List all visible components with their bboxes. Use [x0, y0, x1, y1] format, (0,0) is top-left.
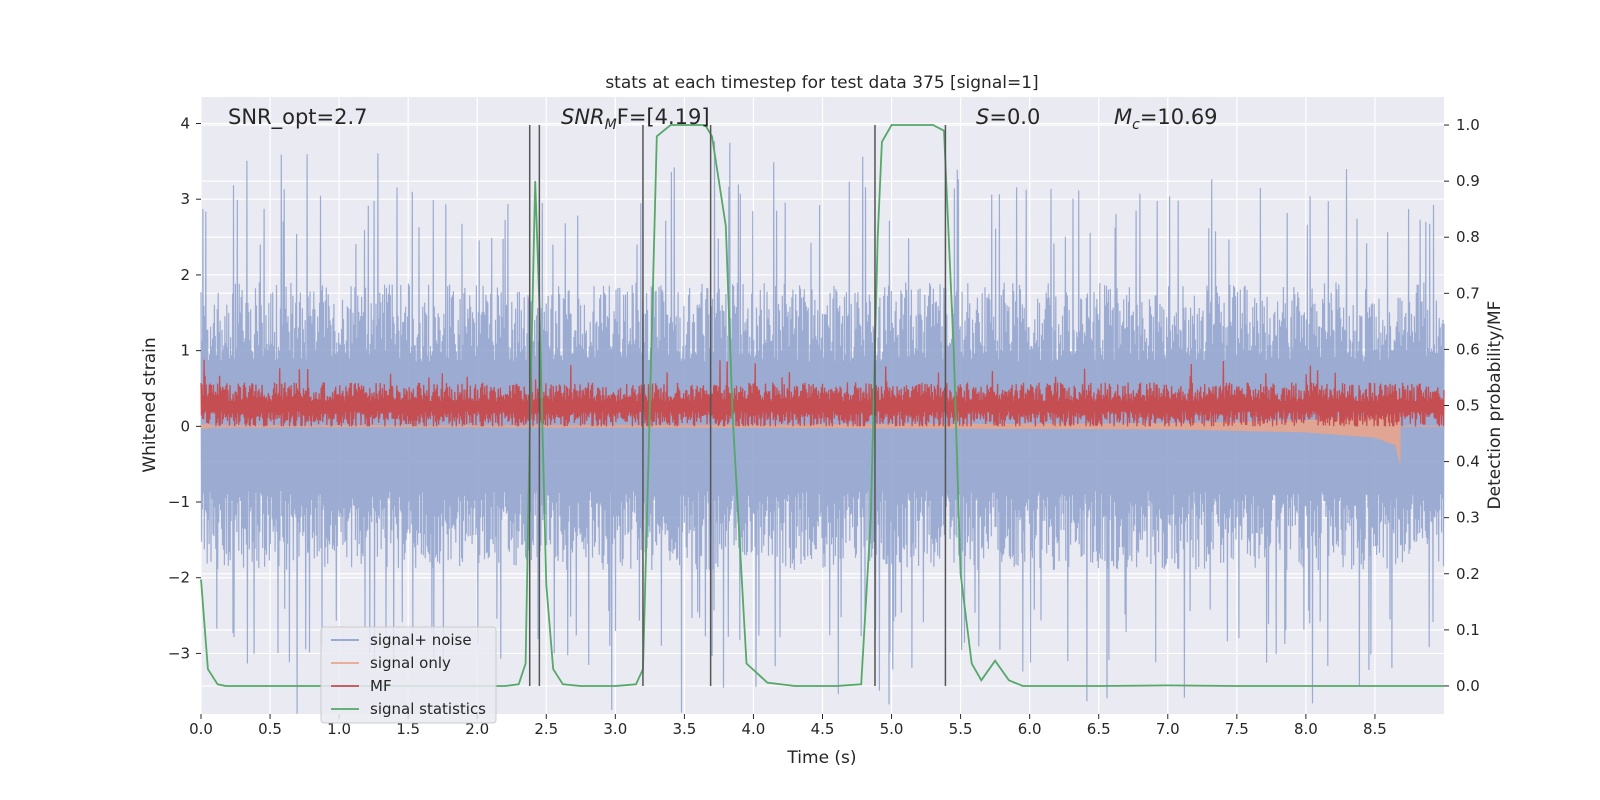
y-right-tick-label: 0.1	[1456, 621, 1480, 639]
x-tick-label: 0.5	[258, 720, 282, 738]
y-axis-label-right: Detection probability/MF	[1485, 301, 1505, 510]
x-tick-label: 5.0	[880, 720, 904, 738]
x-tick-label: 3.0	[603, 720, 627, 738]
vertical-markers	[528, 125, 947, 686]
annotation-s: S=0.0	[976, 105, 1040, 129]
x-tick-label: 5.5	[949, 720, 973, 738]
y-left-tick-label: 4	[180, 114, 190, 132]
x-tick-label: 1.5	[396, 720, 420, 738]
series-signal-only	[200, 390, 1444, 464]
x-tick-label: 7.0	[1156, 720, 1180, 738]
x-tick-label: 3.5	[672, 720, 696, 738]
y-right-tick-label: 0.4	[1456, 453, 1480, 471]
y-right-tick-label: 0.2	[1456, 565, 1480, 583]
y-axis-label-left: Whitened strain	[140, 337, 160, 472]
x-tick-label: 1.0	[327, 720, 351, 738]
series-signal-noise	[200, 141, 1445, 714]
chart-title: stats at each timestep for test data 375…	[605, 73, 1038, 93]
x-tick-label: 7.5	[1225, 720, 1249, 738]
annotation-snr-opt: SNR_opt=2.7	[228, 105, 368, 130]
legend: signal+ noise signal only MF signal stat…	[320, 626, 497, 724]
y-right-tick-label: 0.6	[1456, 340, 1480, 358]
y-right-tick-label: 0.0	[1456, 677, 1480, 695]
series-mf	[200, 359, 1445, 427]
y-right-tick-label: 0.9	[1456, 172, 1480, 190]
legend-box	[320, 626, 497, 724]
y-right-tick-label: 0.8	[1456, 228, 1480, 246]
x-tick-label: 4.5	[811, 720, 835, 738]
x-tick-label: 6.0	[1018, 720, 1042, 738]
ticks: 0.0 0.5 1.0 1.5 2.0 2.5 3.0 3.5 4.0 4.5 5.0 5.5 6.0 6…	[168, 114, 1480, 738]
y-left-tick-label: −3	[168, 644, 190, 662]
annotation-mc: Mc=10.69	[1114, 105, 1218, 133]
x-tick-label: 4.0	[742, 720, 766, 738]
data-layer	[200, 124, 1445, 714]
annotation-snr-mf: SNRMF=[4.19]	[561, 105, 710, 133]
y-left-tick-label: 2	[180, 266, 190, 284]
y-left-tick-label: 0	[180, 417, 190, 435]
x-tick-label: 8.0	[1294, 720, 1318, 738]
y-left-tick-label: −1	[168, 493, 190, 511]
y-right-tick-label: 0.5	[1456, 397, 1480, 415]
x-tick-label: 0.0	[189, 720, 213, 738]
y-right-tick-label: 0.7	[1456, 284, 1480, 302]
legend-label-signal-only: signal only	[370, 654, 451, 672]
y-right-tick-label: 0.3	[1456, 509, 1480, 527]
x-tick-label: 2.5	[534, 720, 558, 738]
legend-label-signal-noise: signal+ noise	[370, 631, 472, 649]
y-left-tick-label: −2	[168, 569, 190, 587]
legend-label-mf: MF	[370, 677, 392, 695]
x-axis-label: Time (s)	[786, 748, 856, 768]
y-right-tick-label: 1.0	[1456, 116, 1480, 134]
series-signal-statistics	[200, 124, 1444, 687]
y-left-tick-label: 1	[180, 342, 190, 360]
y-left-tick-label: 3	[180, 190, 190, 208]
legend-label-signal-statistics: signal statistics	[370, 700, 486, 718]
x-tick-label: 2.0	[465, 720, 489, 738]
x-tick-label: 8.5	[1363, 720, 1387, 738]
x-tick-label: 6.5	[1087, 720, 1111, 738]
